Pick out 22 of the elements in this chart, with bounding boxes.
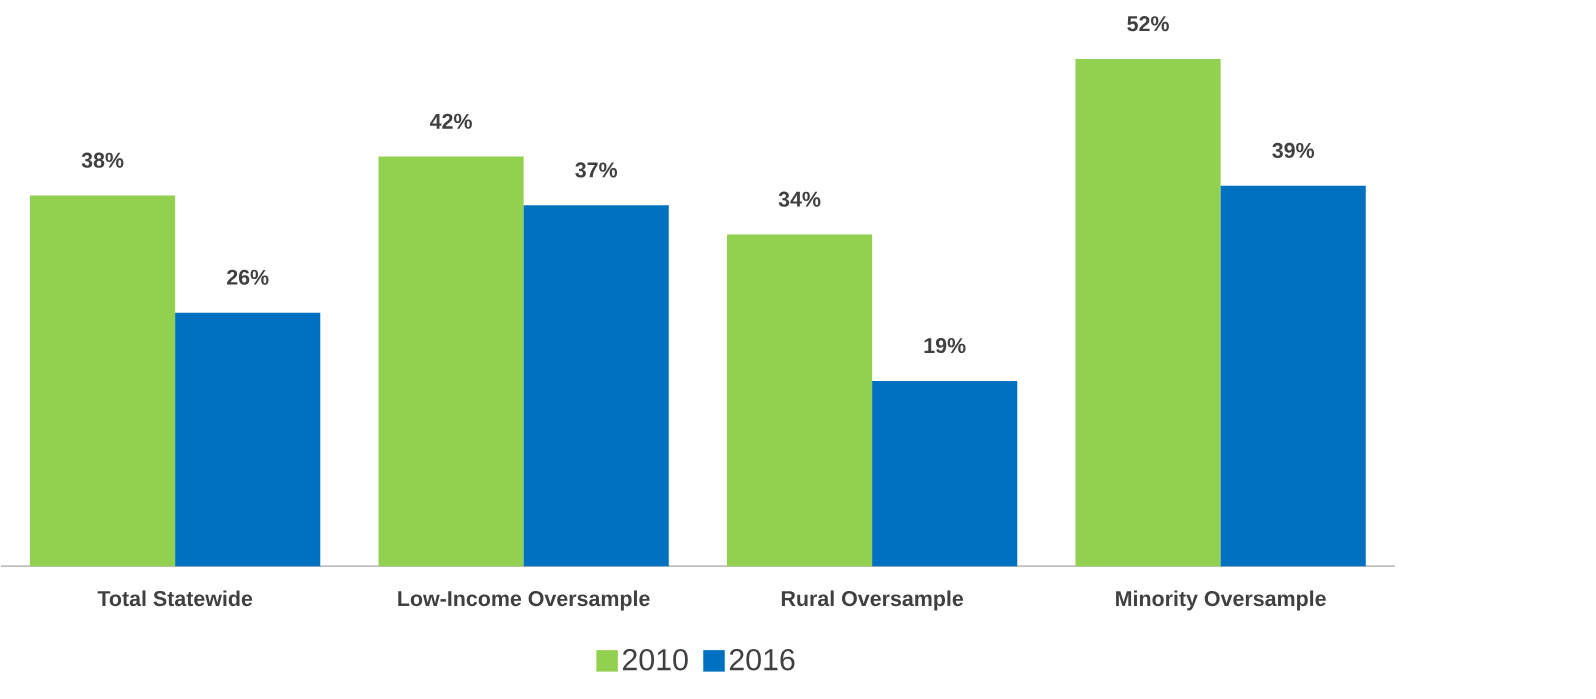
- data-label: 34%: [778, 191, 821, 207]
- x-tick-label: Low-Income Oversample: [398, 590, 650, 611]
- bar: [30, 195, 176, 567]
- bar: [1220, 185, 1366, 567]
- data-label: 42%: [429, 113, 472, 129]
- bar: [872, 381, 1018, 567]
- legend-label: 2010: [622, 649, 688, 671]
- data-label: 37%: [575, 162, 618, 178]
- x-tick-label: Minority Oversample: [1116, 590, 1326, 611]
- bar: [175, 312, 321, 567]
- legend-label: 2016: [729, 649, 795, 671]
- bar: [523, 205, 669, 567]
- bar: [378, 156, 524, 567]
- data-label: 39%: [1272, 142, 1315, 159]
- data-label: 52%: [1127, 16, 1169, 32]
- x-tick-label: Total Statewide: [97, 590, 253, 607]
- bar: [1075, 59, 1221, 567]
- x-tick-label: Rural Oversample: [781, 590, 964, 611]
- bar: [727, 234, 873, 567]
- data-label: 19%: [924, 338, 966, 354]
- data-label: 26%: [227, 269, 269, 285]
- data-label: 38%: [81, 152, 124, 168]
